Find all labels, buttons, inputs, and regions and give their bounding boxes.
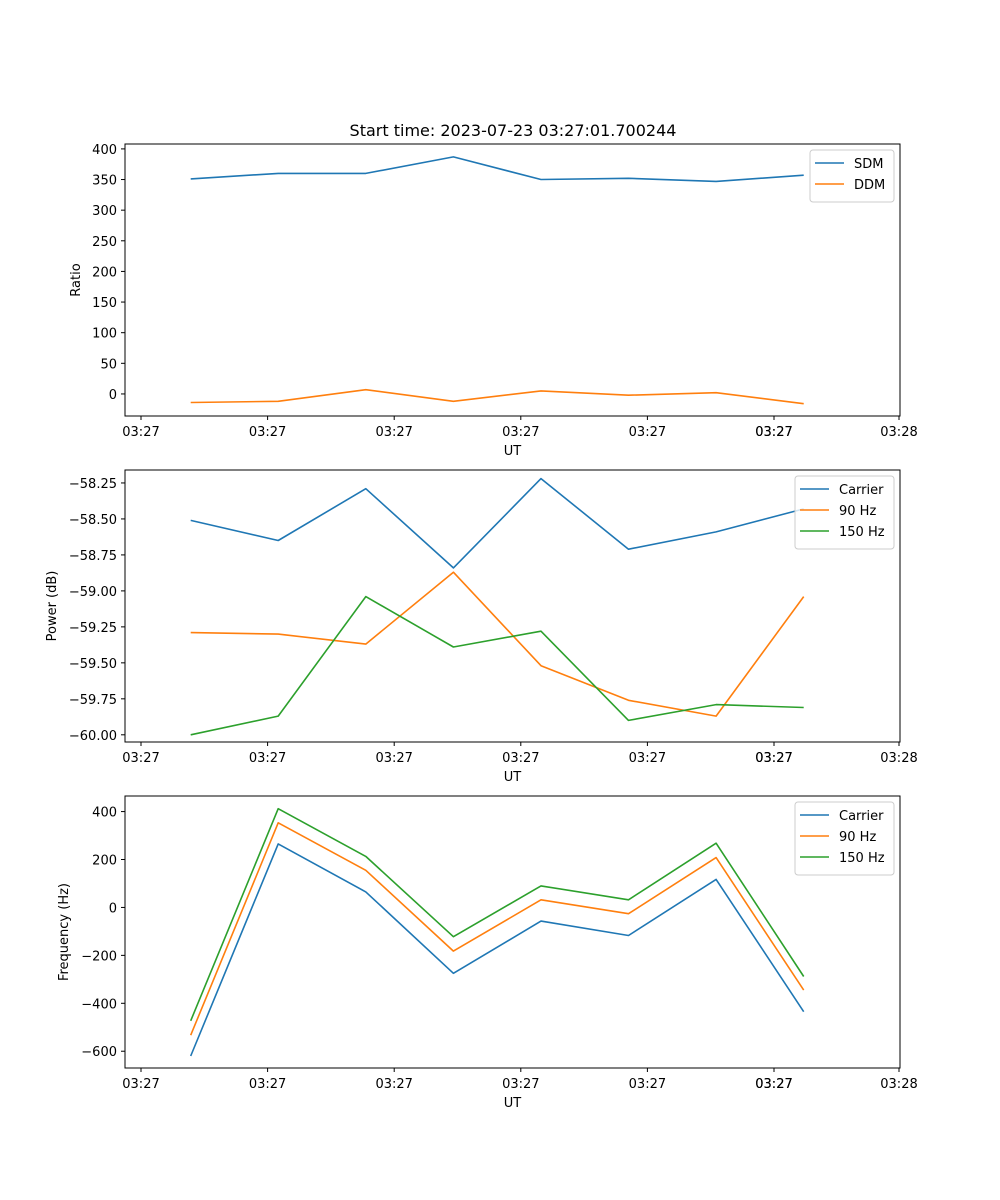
power-x-tick-label: 03:28 xyxy=(880,751,917,766)
frequency-y-tick-label: −200 xyxy=(81,949,117,964)
ratio-axes-frame xyxy=(124,143,901,417)
power-x-axis-label: UT xyxy=(504,770,522,785)
power-legend-label-90-hz: 90 Hz xyxy=(839,504,876,519)
power-legend-label-150-hz: 150 Hz xyxy=(839,525,885,540)
frequency-axes-frame xyxy=(124,795,901,1069)
frequency-x-tick-label: 03:27 xyxy=(502,1077,539,1092)
frequency-y-tick-label: 200 xyxy=(92,854,117,869)
ratio-y-tick-label: 150 xyxy=(92,296,117,311)
power-series-90-hz-line xyxy=(190,571,805,717)
frequency-x-tick-label: 03:27 xyxy=(755,1077,792,1092)
power-x-tick-label: 03:27 xyxy=(249,751,286,766)
frequency-series-carrier-line xyxy=(189,843,805,1057)
ratio-y-axis-label: Ratio xyxy=(69,263,84,296)
ratio-y-tick-label: 350 xyxy=(92,174,117,189)
ratio-x-tick-label: 03:27 xyxy=(375,425,412,440)
frequency-legend-label-carrier: Carrier xyxy=(839,809,884,824)
frequency-x-tick-label: 03:28 xyxy=(880,1077,917,1092)
ratio-y-tick-label: 300 xyxy=(92,204,117,219)
frequency-y-tick-label: 400 xyxy=(92,806,117,821)
frequency-x-tick-label: 03:27 xyxy=(375,1077,412,1092)
power-x-tick-label: 03:27 xyxy=(502,751,539,766)
power-y-tick-label: −60.00 xyxy=(69,729,117,744)
ratio-y-tick-label: 400 xyxy=(92,143,117,158)
power-y-tick-label: −58.25 xyxy=(69,477,117,492)
power-y-axis-label: Power (dB) xyxy=(45,571,60,642)
ratio-x-tick-label: 03:27 xyxy=(755,425,792,440)
frequency-series-90-hz-line xyxy=(189,821,805,1036)
power-y-tick-label: −58.50 xyxy=(69,513,117,528)
ratio-x-tick-label: 03:27 xyxy=(122,425,159,440)
ratio-x-tick-label: 03:28 xyxy=(880,425,917,440)
ratio-legend-label-ddm: DDM xyxy=(854,178,885,193)
ratio-x-tick-label: 03:27 xyxy=(629,425,666,440)
frequency-x-tick-label: 03:27 xyxy=(755,1077,792,1092)
power-y-tick-label: −59.75 xyxy=(69,693,117,708)
power-x-tick-label: 03:27 xyxy=(122,751,159,766)
power-axes-frame xyxy=(124,469,901,743)
frequency-x-axis-label: UT xyxy=(504,1096,522,1111)
ratio-series-ddm-line xyxy=(190,388,804,405)
ratio-legend-label-sdm: SDM xyxy=(854,157,883,172)
frequency-series-150-hz-line xyxy=(189,807,805,1022)
power-series-carrier-line xyxy=(190,477,804,569)
ratio-y-tick-label: 0 xyxy=(109,388,117,403)
frequency-legend-label-90-hz: 90 Hz xyxy=(839,830,876,845)
frequency-y-tick-label: 0 xyxy=(109,901,117,916)
frequency-legend-label-150-hz: 150 Hz xyxy=(839,851,885,866)
power-series-150-hz-line xyxy=(190,595,804,736)
power-x-tick-label: 03:27 xyxy=(629,751,666,766)
power-y-tick-label: −59.25 xyxy=(69,621,117,636)
ratio-y-tick-label: 200 xyxy=(92,265,117,280)
power-x-tick-label: 03:27 xyxy=(755,751,792,766)
frequency-x-tick-label: 03:27 xyxy=(122,1077,159,1092)
ratio-x-tick-label: 03:27 xyxy=(502,425,539,440)
ratio-y-tick-label: 100 xyxy=(92,327,117,342)
ratio-series-sdm-line xyxy=(190,156,804,183)
power-y-tick-label: −59.50 xyxy=(69,657,117,672)
ratio-x-tick-label: 03:27 xyxy=(755,425,792,440)
power-x-tick-label: 03:27 xyxy=(755,751,792,766)
figure-title: Start time: 2023-07-23 03:27:01.700244 xyxy=(350,121,677,140)
ratio-x-tick-label: 03:27 xyxy=(249,425,286,440)
ratio-y-tick-label: 250 xyxy=(92,235,117,250)
frequency-x-tick-label: 03:27 xyxy=(249,1077,286,1092)
ratio-y-tick-label: 50 xyxy=(100,357,117,372)
ratio-x-axis-label: UT xyxy=(504,444,522,459)
frequency-x-tick-label: 03:27 xyxy=(629,1077,666,1092)
frequency-y-axis-label: Frequency (Hz) xyxy=(57,883,72,981)
power-y-tick-label: −58.75 xyxy=(69,549,117,564)
power-legend-label-carrier: Carrier xyxy=(839,483,884,498)
power-x-tick-label: 03:27 xyxy=(375,751,412,766)
frequency-y-tick-label: −600 xyxy=(81,1045,117,1060)
power-y-tick-label: −59.00 xyxy=(69,585,117,600)
frequency-y-tick-label: −400 xyxy=(81,997,117,1012)
